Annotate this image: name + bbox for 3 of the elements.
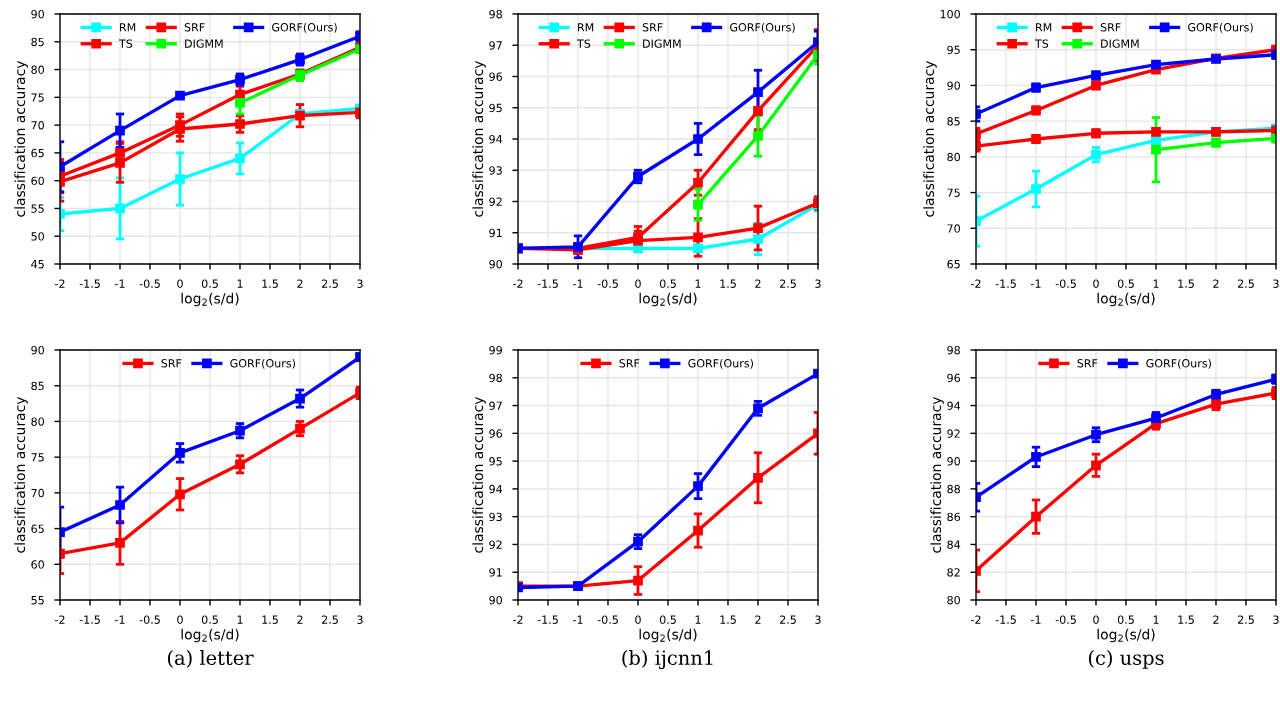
text: (b) ijcnn1 — [622, 650, 713, 670]
text: (c) usps — [1088, 650, 1164, 669]
text: (a) letter — [167, 650, 254, 668]
